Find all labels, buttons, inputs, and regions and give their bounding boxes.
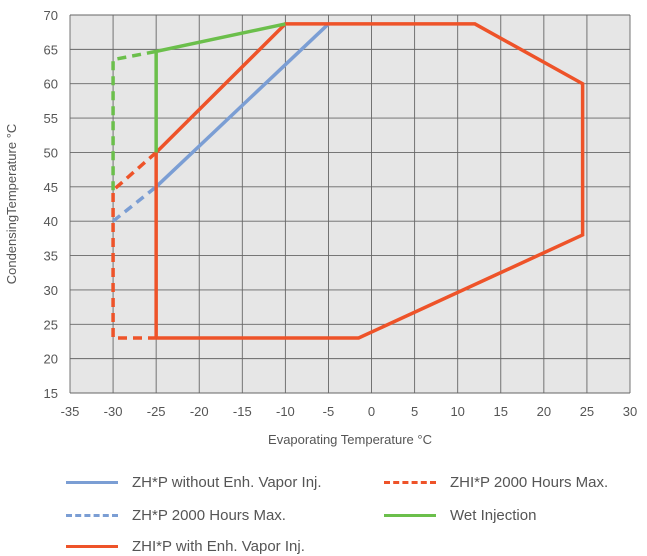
x-axis-title: Evaporating Temperature °C (268, 432, 432, 447)
x-tick-label: 5 (411, 404, 418, 419)
y-tick-label: 40 (44, 214, 58, 229)
x-tick-label: -10 (276, 404, 295, 419)
x-tick-label: -30 (104, 404, 123, 419)
series-line (154, 22, 286, 153)
y-tick-label: 35 (44, 249, 58, 264)
y-tick-label: 70 (44, 8, 58, 23)
series-line (154, 22, 585, 340)
x-tick-label: 0 (368, 404, 375, 419)
plot-background (70, 15, 630, 393)
x-tick-labels: -35 -30 -25 -20 -15 -10 -5 0 5 10 15 20 25 30 (61, 404, 638, 419)
series-line (154, 22, 330, 189)
y-tick-label: 25 (44, 317, 58, 332)
x-tick-label: -20 (190, 404, 209, 419)
y-tick-label: 55 (44, 111, 58, 126)
y-tick-label: 50 (44, 145, 58, 160)
x-tick-label: -5 (323, 404, 335, 419)
series-line (111, 151, 158, 340)
x-tick-label: 25 (580, 404, 594, 419)
x-tick-label: 20 (537, 404, 551, 419)
y-tick-label: 15 (44, 386, 58, 401)
y-tick-labels: 15 20 25 30 35 40 45 50 55 60 65 70 (44, 8, 58, 401)
x-tick-label: 10 (450, 404, 464, 419)
series-group (111, 22, 585, 340)
x-tick-label: -25 (147, 404, 166, 419)
y-tick-label: 20 (44, 352, 58, 367)
x-tick-label: -15 (233, 404, 252, 419)
x-tick-label: 15 (494, 404, 508, 419)
x-tick-label: -35 (61, 404, 80, 419)
y-tick-label: 65 (44, 42, 58, 57)
series-line (111, 185, 158, 223)
y-tick-label: 60 (44, 77, 58, 92)
y-axis-title: CondensingTemperature °C (4, 124, 19, 285)
x-tick-label: 30 (623, 404, 637, 419)
y-tick-label: 30 (44, 283, 58, 298)
y-tick-label: 45 (44, 180, 58, 195)
